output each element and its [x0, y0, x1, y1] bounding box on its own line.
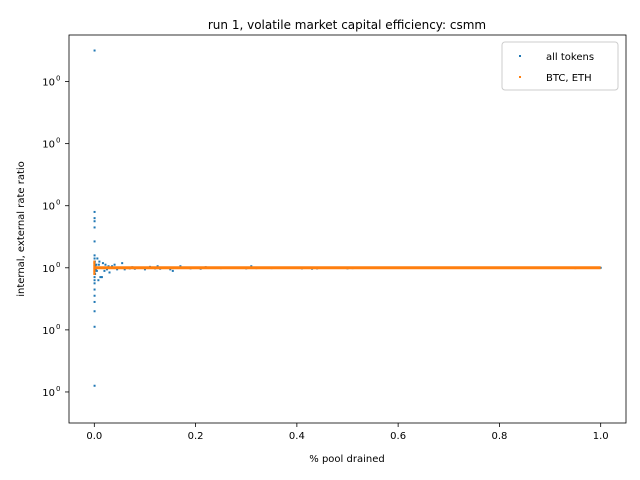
y-axis: 10 010 010 010 010 010 0	[42, 75, 69, 399]
data-point-all-tokens	[93, 220, 96, 223]
y-tick-label: 10	[42, 140, 55, 151]
data-point-all-tokens	[101, 262, 104, 265]
data-point-all-tokens	[93, 276, 96, 279]
y-tick-exponent: 0	[56, 199, 60, 207]
x-tick-label: 0.6	[390, 431, 406, 442]
data-point-all-tokens	[116, 268, 119, 271]
data-point-all-tokens	[93, 254, 96, 257]
data-point-all-tokens	[169, 268, 172, 271]
data-point-all-tokens	[93, 210, 96, 213]
legend-label-btc-eth: BTC, ETH	[546, 73, 592, 84]
data-point-all-tokens	[113, 263, 116, 266]
x-axis-label: % pool drained	[309, 454, 384, 465]
x-tick-label: 0.8	[491, 431, 507, 442]
data-point-all-tokens	[143, 268, 146, 271]
y-tick-exponent: 0	[56, 75, 60, 83]
x-tick-label: 0.4	[289, 431, 305, 442]
data-point-all-tokens	[171, 269, 174, 272]
data-point-all-tokens	[250, 265, 253, 268]
data-point-all-tokens	[123, 268, 126, 271]
data-point-all-tokens	[93, 226, 96, 229]
data-point-all-tokens	[95, 263, 98, 266]
data-point-btc-eth	[93, 262, 96, 265]
data-point-all-tokens	[103, 269, 106, 272]
data-point-all-tokens	[104, 263, 107, 266]
x-axis: 0.0 0.2 0.4 0.6 0.8 1.0	[86, 423, 609, 442]
legend-box	[501, 41, 619, 91]
chart-title: run 1, volatile market capital efficienc…	[208, 18, 486, 32]
data-point-all-tokens	[105, 268, 108, 271]
y-tick-label: 10	[42, 388, 55, 399]
data-point-btc-eth	[93, 269, 96, 272]
data-point-all-tokens	[108, 271, 111, 274]
x-tick-label: 0.2	[188, 431, 204, 442]
data-point-all-tokens	[93, 282, 96, 285]
plot-area	[93, 49, 602, 387]
data-point-all-tokens	[93, 294, 96, 297]
y-tick-label: 10	[42, 78, 55, 89]
y-tick-exponent: 0	[56, 385, 60, 393]
legend-marker-btc-eth	[519, 76, 521, 78]
data-point-all-tokens	[93, 279, 96, 282]
x-tick-label: 0.0	[86, 431, 102, 442]
data-point-all-tokens	[93, 217, 96, 220]
y-axis-label: internal, external rate ratio	[16, 161, 27, 297]
y-tick-exponent: 0	[56, 323, 60, 331]
data-point-all-tokens	[94, 265, 97, 268]
data-point-btc-eth	[93, 263, 96, 266]
data-point-all-tokens	[93, 257, 96, 260]
legend-marker-all-tokens	[519, 55, 521, 57]
data-point-all-tokens	[93, 325, 96, 328]
data-point-all-tokens	[96, 257, 99, 260]
y-tick-label: 10	[42, 202, 55, 213]
data-point-all-tokens	[93, 240, 96, 243]
y-tick-exponent: 0	[56, 261, 60, 269]
data-point-btc-eth	[93, 266, 96, 269]
data-point-all-tokens	[121, 262, 124, 265]
data-point-all-tokens	[97, 279, 100, 282]
y-tick-exponent: 0	[56, 137, 60, 145]
data-point-all-tokens	[93, 288, 96, 291]
data-point-btc-eth	[93, 273, 96, 276]
data-point-all-tokens	[100, 276, 103, 279]
data-point-btc-eth	[93, 268, 96, 271]
data-point-all-tokens	[93, 49, 96, 52]
data-point-all-tokens	[95, 269, 98, 272]
data-point-all-tokens	[179, 265, 182, 268]
data-point-btc-eth	[93, 271, 96, 274]
data-point-all-tokens	[156, 265, 159, 268]
data-point-all-tokens	[111, 265, 114, 268]
y-tick-label: 10	[42, 326, 55, 337]
x-tick-label: 1.0	[593, 431, 609, 442]
axes-frame	[68, 34, 627, 424]
data-point-btc-eth	[93, 265, 96, 268]
data-point-all-tokens	[99, 276, 102, 279]
y-tick-label: 10	[42, 264, 55, 275]
legend: all tokens BTC, ETH	[501, 41, 619, 91]
data-point-all-tokens	[98, 260, 101, 263]
data-point-all-tokens	[93, 300, 96, 303]
data-point-all-tokens	[94, 268, 97, 271]
data-point-all-tokens	[93, 310, 96, 313]
data-point-all-tokens	[107, 265, 110, 268]
data-point-all-tokens	[97, 263, 100, 266]
legend-label-all-tokens: all tokens	[546, 52, 594, 63]
data-point-btc-eth	[93, 260, 96, 263]
data-point-all-tokens	[93, 384, 96, 387]
